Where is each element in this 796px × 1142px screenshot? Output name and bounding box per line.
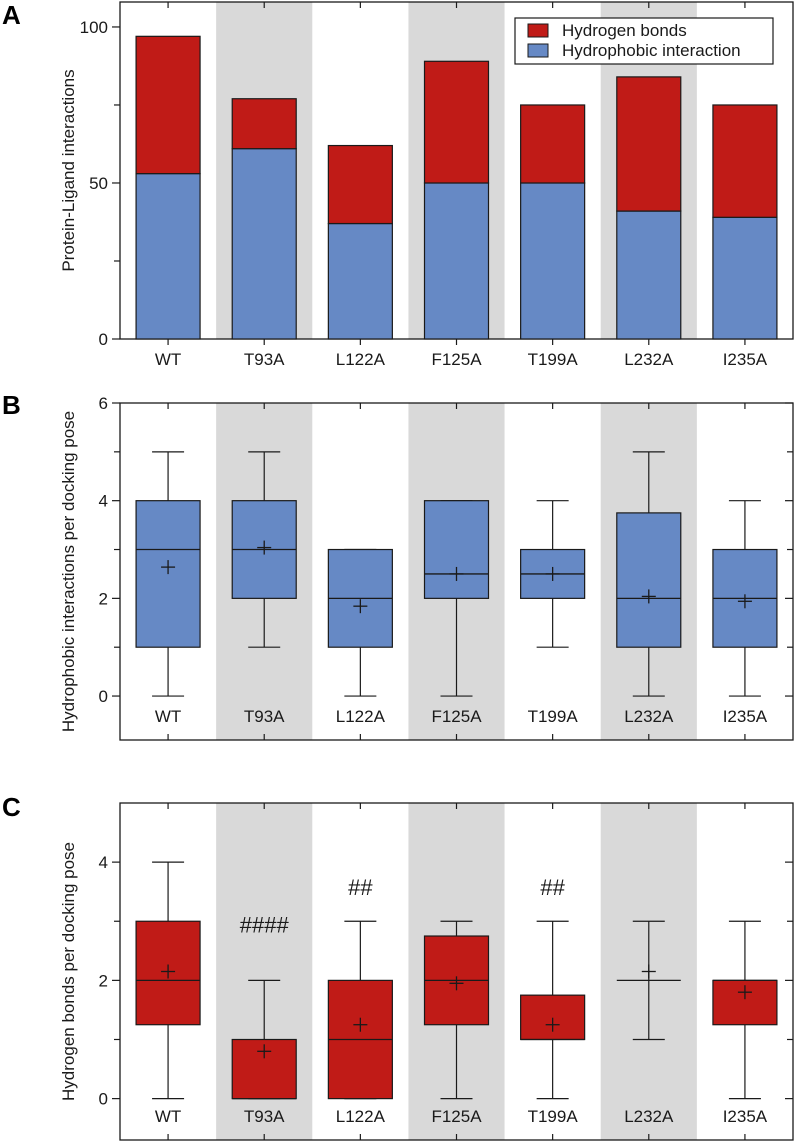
panel-a: 0 50 100 Protein-Ligand interactions A WT T93A… (2, 0, 794, 369)
x-tick-label: T93A (244, 350, 285, 369)
box-t93a: #### (231, 912, 297, 1100)
panel-letter: B (2, 390, 21, 420)
legend-label: Hydrophobic interaction (562, 41, 741, 60)
x-tick-label: L232A (624, 707, 674, 726)
x-tick-label: L232A (624, 1107, 674, 1126)
bar-segment (327, 222, 393, 340)
bar-segment (423, 182, 490, 340)
box-iqr (423, 500, 490, 599)
box-t199a (520, 500, 586, 648)
bar-segment (423, 60, 490, 184)
bar-segment (135, 35, 201, 175)
bar-segment (520, 104, 586, 184)
significance-annotation: ## (540, 875, 565, 900)
y-axis-label: Hydrogen bonds per docking pose (59, 842, 78, 1101)
legend-box (514, 17, 774, 65)
significance-annotation: #### (240, 912, 290, 937)
panel-letter: C (2, 792, 21, 822)
y-tick-label: 0 (99, 1090, 108, 1109)
box-l122a (327, 548, 393, 697)
box-i235a (712, 500, 778, 697)
y-tick-label: 6 (99, 394, 108, 413)
x-tick-label: T199A (528, 707, 579, 726)
panel-c: 0 2 4 Hydrogen bonds per docking pose C WT T93… (2, 792, 794, 1141)
legend-swatch (527, 23, 549, 38)
box-f125a (423, 920, 490, 1100)
x-tick-label: WT (155, 707, 181, 726)
bar-segment (327, 144, 393, 225)
box-wt (135, 861, 201, 1100)
box-iqr (616, 512, 682, 648)
y-tick-label: 50 (89, 174, 108, 193)
y-tick-label: 0 (99, 687, 108, 706)
x-tick-label: I235A (723, 350, 768, 369)
y-tick-label: 0 (99, 330, 108, 349)
bar-segment (520, 182, 586, 340)
legend-swatch (527, 43, 549, 58)
y-axis-label: Hydrophobic interactions per docking pos… (59, 411, 78, 732)
panel-letter: A (2, 0, 21, 30)
box-t199a: ## (520, 875, 586, 1100)
y-tick-label: 4 (99, 492, 108, 511)
y-tick-label: 2 (99, 971, 108, 990)
x-tick-label: F125A (431, 350, 482, 369)
bar-segment (616, 210, 682, 340)
box-l232a (616, 451, 682, 697)
significance-annotation: ## (348, 875, 373, 900)
box-l232a (616, 920, 681, 1041)
y-tick-label: 100 (80, 18, 108, 37)
bar-segment (231, 148, 297, 340)
x-tick-label: F125A (431, 1107, 482, 1126)
x-tick-label: WT (155, 350, 181, 369)
x-tick-label: L122A (336, 707, 386, 726)
x-tick-label: L232A (624, 350, 674, 369)
x-tick-label: L122A (336, 350, 386, 369)
x-tick-label: T199A (528, 350, 579, 369)
x-tick-label: L122A (336, 1107, 386, 1126)
panel-b: 0 2 4 6 Hydrophobic interactions per docking… (2, 390, 794, 741)
bar-segment (712, 216, 778, 340)
bar-segment (712, 104, 778, 218)
x-tick-label: I235A (723, 1107, 768, 1126)
box-iqr (520, 994, 586, 1041)
legend-label: Hydrogen bonds (562, 21, 687, 40)
box-wt (135, 451, 201, 697)
bar-segment (231, 98, 297, 150)
y-tick-label: 4 (99, 853, 108, 872)
x-tick-label: WT (155, 1107, 181, 1126)
x-tick-label: F125A (431, 707, 482, 726)
y-tick-label: 2 (99, 589, 108, 608)
bar-segment (135, 173, 201, 340)
x-tick-label: T199A (528, 1107, 579, 1126)
box-f125a (423, 500, 490, 697)
box-l122a: ## (327, 875, 393, 1100)
box-i235a (712, 920, 778, 1100)
x-tick-label: I235A (723, 707, 768, 726)
box-t93a (231, 451, 297, 648)
x-tick-label: T93A (244, 707, 285, 726)
y-axis-label: Protein-Ligand interactions (59, 69, 78, 271)
bar-segment (616, 76, 682, 212)
x-tick-label: T93A (244, 1107, 285, 1126)
